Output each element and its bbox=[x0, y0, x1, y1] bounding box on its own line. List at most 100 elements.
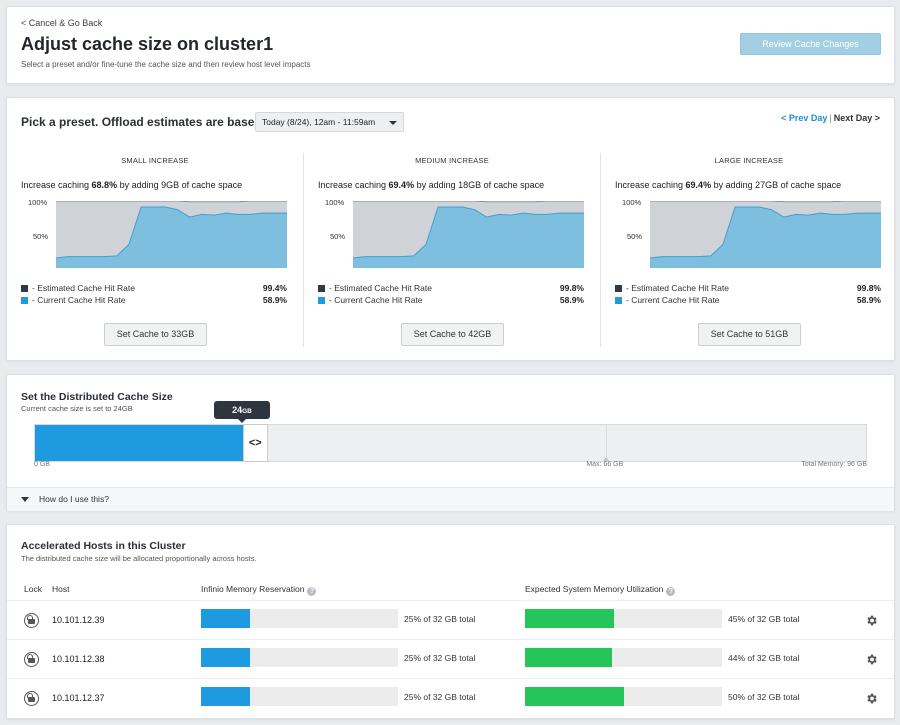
next-day-link[interactable]: Next Day > bbox=[833, 113, 880, 123]
reservation-bar-fill bbox=[201, 609, 251, 628]
legend-swatch-current bbox=[318, 297, 325, 304]
current-hit-rate-value: 58.9% bbox=[262, 295, 287, 305]
column-header-reservation: Infinio Memory Reservation? bbox=[201, 584, 317, 596]
legend-estimated: - Estimated Cache Hit Rate 99.4% bbox=[21, 283, 287, 293]
estimated-hit-rate-line bbox=[650, 201, 881, 203]
host-address: 10.101.12.39 bbox=[52, 615, 105, 625]
legend-label: - Current Cache Hit Rate bbox=[32, 295, 126, 305]
preset-percent: 68.8% bbox=[91, 180, 118, 190]
utilization-bar-fill bbox=[525, 687, 624, 706]
preset-title: MEDIUM INCREASE bbox=[415, 156, 489, 165]
unlock-icon[interactable] bbox=[24, 613, 39, 628]
legend-swatch-estimated bbox=[21, 285, 28, 292]
y-axis-label-100: 100% bbox=[622, 198, 642, 207]
gear-icon[interactable] bbox=[865, 614, 878, 627]
prev-day-link[interactable]: < Prev Day bbox=[781, 113, 828, 123]
gear-icon[interactable] bbox=[865, 692, 878, 705]
reservation-bar bbox=[201, 609, 398, 628]
legend-label: - Estimated Cache Hit Rate bbox=[32, 283, 135, 293]
reservation-text: 25% of 32 GB total bbox=[404, 614, 476, 624]
preset-title: LARGE INCREASE bbox=[714, 156, 784, 165]
y-axis-label-50: 50% bbox=[33, 232, 49, 241]
current-hit-rate-line bbox=[650, 206, 881, 259]
reservation-bar-fill bbox=[201, 648, 251, 667]
set-cache-33gb-button[interactable]: Set Cache to 33GB bbox=[104, 323, 207, 346]
cancel-go-back-link[interactable]: < Cancel & Go Back bbox=[21, 18, 103, 28]
hosts-title: Accelerated Hosts in this Cluster bbox=[21, 540, 186, 552]
cache-size-tooltip: 24GB bbox=[214, 401, 270, 423]
preset-small: SMALL INCREASE Increase caching 68.8% by… bbox=[21, 153, 303, 347]
cache-size-subtitle: Current cache size is set to 24GB bbox=[21, 404, 133, 413]
utilization-text: 50% of 32 GB total bbox=[728, 692, 800, 702]
help-icon[interactable]: ? bbox=[307, 587, 317, 596]
caret-down-icon bbox=[21, 497, 29, 502]
current-hit-rate-value: 58.9% bbox=[856, 295, 881, 305]
estimated-hit-rate-value: 99.8% bbox=[856, 283, 881, 293]
chevron-down-icon bbox=[389, 121, 397, 125]
gear-icon[interactable] bbox=[865, 653, 878, 666]
page-title: Adjust cache size on cluster1 bbox=[21, 34, 274, 54]
legend-estimated: - Estimated Cache Hit Rate 99.8% bbox=[615, 283, 881, 293]
legend-swatch-estimated bbox=[615, 285, 622, 292]
date-range-select[interactable]: Today (8/24), 12am - 11:59am bbox=[255, 112, 404, 132]
legend-estimated: - Estimated Cache Hit Rate 99.8% bbox=[318, 283, 584, 293]
current-hit-rate-line bbox=[353, 206, 584, 259]
column-divider bbox=[303, 153, 304, 347]
legend-label: - Estimated Cache Hit Rate bbox=[329, 283, 432, 293]
hit-rate-chart bbox=[56, 201, 287, 268]
tooltip-value: 24 bbox=[232, 405, 243, 415]
utilization-text: 45% of 32 GB total bbox=[728, 614, 800, 624]
legend-label: - Estimated Cache Hit Rate bbox=[626, 283, 729, 293]
y-axis-label-50: 50% bbox=[330, 232, 346, 241]
host-address: 10.101.12.38 bbox=[52, 654, 105, 664]
column-header-host: Host bbox=[52, 584, 70, 594]
preset-medium: MEDIUM INCREASE Increase caching 69.4% b… bbox=[318, 153, 600, 347]
preset-large: LARGE INCREASE Increase caching 69.4% by… bbox=[615, 153, 897, 347]
utilization-text: 44% of 32 GB total bbox=[728, 653, 800, 663]
preset-title: SMALL INCREASE bbox=[121, 156, 189, 165]
max-caret-icon bbox=[603, 457, 610, 461]
cache-size-card: Set the Distributed Cache Size Current c… bbox=[6, 374, 895, 511]
estimated-hit-rate-value: 99.4% bbox=[262, 283, 287, 293]
header-card: < Cancel & Go Back Adjust cache size on … bbox=[6, 6, 895, 84]
review-cache-changes-button[interactable]: Review Cache Changes bbox=[740, 33, 881, 55]
host-row: 10.101.12.39 25% of 32 GB total 45% of 3… bbox=[7, 600, 894, 639]
help-label: How do I use this? bbox=[39, 494, 109, 504]
y-axis-label-100: 100% bbox=[325, 198, 345, 207]
legend-current: - Current Cache Hit Rate 58.9% bbox=[615, 295, 881, 305]
help-icon[interactable]: ? bbox=[666, 587, 676, 596]
y-axis-label-100: 100% bbox=[28, 198, 48, 207]
reservation-bar bbox=[201, 648, 398, 667]
how-do-i-use-this-toggle[interactable]: How do I use this? bbox=[7, 487, 894, 511]
current-hit-rate-area bbox=[650, 207, 881, 268]
utilization-bar bbox=[525, 609, 722, 628]
presets-card: Pick a preset. Offload estimates are bas… bbox=[6, 97, 895, 361]
hosts-card: Accelerated Hosts in this Cluster The di… bbox=[6, 524, 895, 719]
legend-current: - Current Cache Hit Rate 58.9% bbox=[318, 295, 584, 305]
unlock-icon[interactable] bbox=[24, 652, 39, 667]
day-nav-separator: | bbox=[829, 113, 832, 123]
cache-size-slider[interactable]: <> bbox=[34, 424, 867, 462]
current-hit-rate-line bbox=[56, 206, 287, 259]
current-hit-rate-value: 58.9% bbox=[559, 295, 584, 305]
hit-rate-chart bbox=[650, 201, 881, 268]
column-header-lock: Lock bbox=[24, 584, 42, 594]
legend-swatch-current bbox=[615, 297, 622, 304]
utilization-bar bbox=[525, 687, 722, 706]
slider-handle[interactable]: <> bbox=[242, 424, 268, 462]
cache-size-fill bbox=[35, 425, 243, 461]
legend-label: - Current Cache Hit Rate bbox=[626, 295, 720, 305]
preset-percent: 69.4% bbox=[388, 180, 415, 190]
host-row: 10.101.12.37 25% of 32 GB total 50% of 3… bbox=[7, 678, 894, 717]
column-divider bbox=[600, 153, 601, 347]
host-row: 10.101.12.38 25% of 32 GB total 44% of 3… bbox=[7, 639, 894, 678]
set-cache-42gb-button[interactable]: Set Cache to 42GB bbox=[401, 323, 504, 346]
set-cache-51gb-button[interactable]: Set Cache to 51GB bbox=[698, 323, 801, 346]
reservation-bar bbox=[201, 687, 398, 706]
unlock-icon[interactable] bbox=[24, 691, 39, 706]
legend-label: - Current Cache Hit Rate bbox=[329, 295, 423, 305]
legend-swatch-estimated bbox=[318, 285, 325, 292]
host-address: 10.101.12.37 bbox=[52, 693, 105, 703]
date-range-value: Today (8/24), 12am - 11:59am bbox=[262, 117, 376, 127]
page-subtitle: Select a preset and/or fine-tune the cac… bbox=[21, 60, 311, 69]
